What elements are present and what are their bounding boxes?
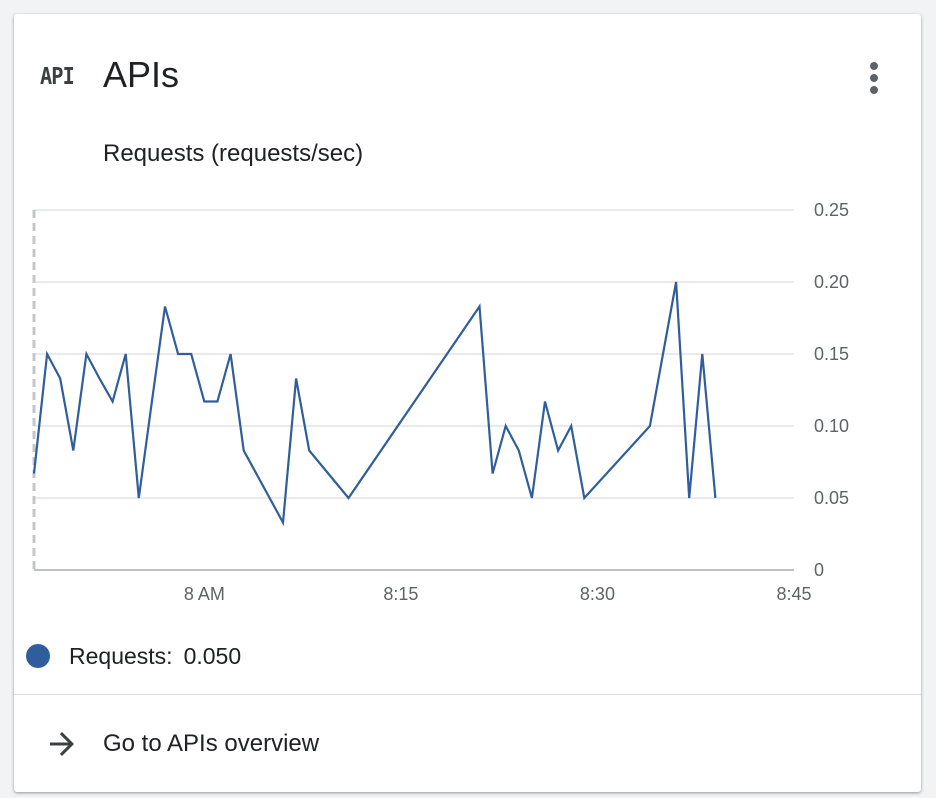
divider: [14, 694, 921, 695]
card-header: API APIs: [14, 14, 921, 134]
y-tick-label: 0.25: [814, 200, 849, 220]
legend-swatch: [26, 644, 50, 668]
x-tick-label: 8:30: [580, 584, 615, 604]
apis-card: API APIs Requests (requests/sec) 0 0.05 0.…: [14, 14, 921, 792]
go-to-apis-overview-link[interactable]: Go to APIs overview: [14, 695, 921, 792]
y-tick-label: 0: [814, 560, 824, 580]
x-tick-label: 8 AM: [184, 584, 225, 604]
requests-chart[interactable]: 0 0.05 0.10 0.15 0.20 0.25 8 AM 8:15 8:30 8:45: [14, 194, 921, 624]
series-line-requests: [32, 281, 717, 527]
footer-link-label: Go to APIs overview: [103, 729, 320, 757]
y-tick-label: 0.15: [814, 344, 849, 364]
chart-legend: Requests: 0.050: [26, 640, 241, 672]
more-vert-icon-dot: [870, 74, 878, 82]
x-tick-label: 8:15: [383, 584, 418, 604]
y-tick-label: 0.05: [814, 488, 849, 508]
more-vert-icon: [870, 62, 878, 70]
chart-title: Requests (requests/sec): [103, 140, 364, 167]
api-icon: API: [40, 64, 75, 90]
y-tick-label: 0.20: [814, 272, 849, 292]
more-vert-icon-dot: [870, 86, 878, 94]
more-options-button[interactable]: [856, 58, 892, 98]
arrow-forward-icon: [50, 731, 74, 756]
card-title: APIs: [103, 54, 180, 95]
x-tick-label: 8:45: [776, 584, 811, 604]
y-tick-label: 0.10: [814, 416, 849, 436]
legend-label: Requests:: [69, 642, 173, 669]
legend-value: 0.050: [183, 642, 242, 669]
